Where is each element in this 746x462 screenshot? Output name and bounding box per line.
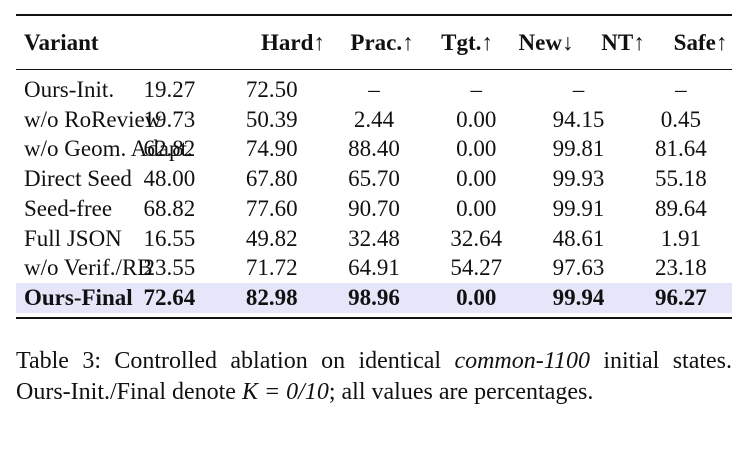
table-mid-rule — [16, 69, 732, 70]
cell-tgt: 64.91 — [348, 255, 400, 281]
cell-safe: – — [675, 77, 687, 102]
cell-tgt: 2.44 — [353, 106, 395, 132]
cell-variant: Seed-free — [24, 195, 113, 221]
cell-safe: 89.64 — [654, 195, 707, 221]
cell-variant: w/o Geom. Adapt. — [24, 136, 193, 162]
cell-new: 0.00 — [456, 166, 497, 192]
cell-nt: 99.81 — [552, 136, 605, 162]
cell-prac: 72.50 — [245, 77, 298, 102]
table-row: w/o Verif./RB 23.55 71.72 64.91 54.27 97… — [16, 253, 732, 283]
cell-prac: 49.82 — [245, 225, 298, 251]
table-row: Direct Seed 48.00 67.80 65.70 0.00 99.93… — [16, 164, 732, 194]
cell-nt: 99.93 — [552, 166, 605, 192]
header-hard: Hard↑ — [261, 30, 325, 55]
table-header-row: Variant Hard↑ Prac.↑ Tgt.↑ New↓ NT↑ Safe… — [16, 16, 740, 69]
table-row: Full JSON 16.55 49.82 32.48 32.64 48.61 … — [16, 224, 732, 254]
cell-prac: 67.80 — [245, 166, 298, 192]
results-table-container: Variant Hard↑ Prac.↑ Tgt.↑ New↓ NT↑ Safe… — [16, 14, 732, 319]
cell-variant: Ours-Init. — [24, 77, 115, 102]
header-new: New↓ — [518, 30, 574, 55]
cell-tgt: 90.70 — [348, 195, 400, 221]
caption-italic-term: common-1100 — [454, 348, 590, 374]
cell-prac: 71.72 — [245, 255, 298, 281]
cell-hard: 68.82 — [143, 195, 196, 221]
cell-new: 54.27 — [450, 255, 503, 281]
cell-new: 0.00 — [456, 136, 497, 162]
cell-prac: 74.90 — [245, 136, 298, 162]
cell-new: – — [470, 77, 483, 102]
table-bottom-rule — [16, 316, 732, 319]
cell-new: 0.00 — [456, 195, 497, 221]
header-safe: Safe↑ — [673, 30, 728, 55]
header-prac: Prac.↑ — [350, 30, 414, 55]
cell-new: 32.64 — [450, 225, 503, 251]
caption-label: Table 3: — [16, 348, 101, 374]
cell-prac: 82.98 — [220, 282, 323, 313]
cell-tgt: 88.40 — [348, 136, 400, 162]
cell-variant: w/o RoReview — [24, 106, 162, 132]
cell-nt: 48.61 — [552, 225, 605, 251]
cell-new: 0.00 — [425, 282, 528, 313]
table-row: w/o Geom. Adapt. 62.82 74.90 88.40 0.00 … — [16, 134, 732, 164]
cell-variant: w/o Verif./RB — [24, 255, 153, 281]
cell-hard: 72.64 — [118, 282, 221, 313]
table-row: Ours-Init. 19.27 72.50 – – – – — [16, 75, 732, 105]
cell-variant: Direct Seed — [24, 166, 132, 192]
table-top-rule — [16, 14, 732, 16]
cell-safe: 0.45 — [660, 106, 701, 132]
caption-math: K = 0/10 — [241, 379, 329, 405]
cell-prac: 77.60 — [245, 195, 298, 221]
cell-variant: Full JSON — [24, 225, 122, 251]
ablation-table: Variant Hard↑ Prac.↑ Tgt.↑ New↓ NT↑ Safe… — [16, 16, 740, 69]
cell-safe: 81.64 — [654, 136, 707, 162]
caption-text-end: ; all values are percentages. — [328, 379, 594, 405]
cell-nt: 97.63 — [552, 255, 605, 281]
table-row-final: Ours-Final 72.64 82.98 98.96 0.00 99.94 … — [16, 282, 732, 313]
cell-hard: 62.82 — [143, 136, 196, 162]
cell-new: 0.00 — [456, 106, 497, 132]
cell-nt: – — [572, 77, 585, 102]
header-variant: Variant — [24, 30, 99, 55]
cell-tgt: 98.96 — [322, 282, 426, 313]
cell-tgt: 32.48 — [348, 225, 400, 251]
cell-nt: 99.94 — [527, 282, 630, 313]
cell-variant: Ours-Final — [16, 282, 133, 313]
caption-text-start: Controlled ablation on identical — [114, 348, 455, 374]
cell-hard: 16.55 — [143, 225, 196, 251]
header-nt: NT↑ — [601, 30, 645, 55]
cell-nt: 99.91 — [552, 195, 605, 221]
cell-hard: 19.27 — [143, 77, 196, 102]
cell-safe: 23.18 — [654, 255, 707, 281]
table-row: Seed-free 68.82 77.60 90.70 0.00 99.91 8… — [16, 194, 732, 224]
table-row: w/o RoReview 19.73 50.39 2.44 0.00 94.15… — [16, 105, 732, 135]
table-caption: Table 3: Controlled ablation on identica… — [16, 346, 732, 408]
cell-nt: 94.15 — [552, 106, 605, 132]
cell-hard: 48.00 — [143, 166, 196, 192]
cell-tgt: – — [368, 77, 380, 102]
caption-text-middle: initial states. Ours-Init./Final denote — [16, 348, 733, 405]
cell-tgt: 65.70 — [348, 166, 400, 192]
header-tgt: Tgt.↑ — [441, 30, 493, 55]
cell-safe: 1.91 — [660, 225, 701, 251]
cell-prac: 50.39 — [245, 106, 298, 132]
cell-hard: 23.55 — [143, 255, 196, 281]
ablation-table-body: Ours-Init. 19.27 72.50 – – – – w/o RoRev… — [16, 70, 732, 313]
cell-safe: 55.18 — [654, 166, 707, 192]
cell-hard: 19.73 — [143, 106, 196, 132]
cell-safe: 96.27 — [629, 282, 732, 313]
